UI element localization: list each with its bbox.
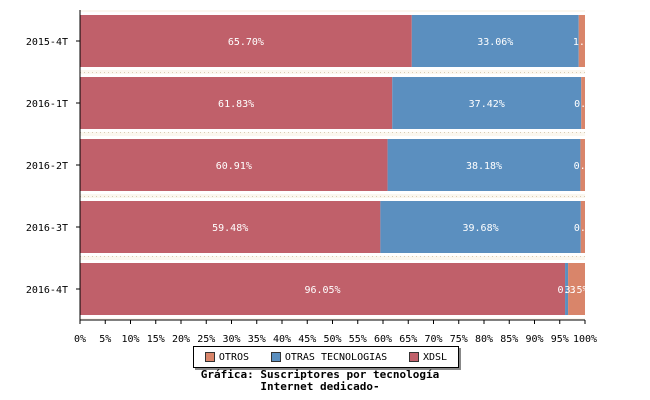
- x-tick-label: 80%: [475, 334, 493, 345]
- data-label: 1.2: [573, 37, 591, 48]
- bar-segment-xdsl: [80, 15, 412, 67]
- chart-caption-line2: Internet dedicado-: [260, 380, 380, 393]
- x-tick-label: 70%: [424, 334, 442, 345]
- x-tick-label: 35%: [248, 334, 266, 345]
- bar-segment-otras-tecnologias: [387, 139, 581, 191]
- x-tick-label: 60%: [374, 334, 392, 345]
- bar-segment-otras-tecnologias: [411, 15, 579, 67]
- data-label: 60.91%: [216, 161, 252, 172]
- bar-segment-otros: [568, 263, 585, 315]
- bar-segment-otros: [580, 201, 585, 253]
- bar-segment-xdsl: [80, 263, 566, 315]
- legend-swatch: [409, 352, 419, 362]
- data-label: 33.06%: [477, 37, 513, 48]
- data-label: 39.68%: [463, 223, 499, 234]
- category-label: 2016-3T: [26, 223, 68, 234]
- legend-item: OTRAS TECNOLOGIAS: [270, 351, 388, 363]
- legend-item: XDSL: [409, 352, 447, 363]
- chart-caption-line1: Gráfica: Suscriptores por tecnología: [200, 368, 440, 381]
- category-label: 2016-2T: [26, 161, 68, 172]
- bar-segment-xdsl: [80, 77, 393, 129]
- bar-segment-xdsl: [80, 201, 381, 253]
- data-label: 0.9: [574, 161, 592, 172]
- legend-label: OTRAS TECNOLOGIAS: [284, 351, 388, 363]
- data-label: 65.70%: [228, 37, 264, 48]
- x-tick-label: 45%: [298, 334, 316, 345]
- data-label: 0.3: [558, 285, 576, 296]
- x-tick-label: 15%: [147, 334, 165, 345]
- legend-item: OTROS: [204, 351, 250, 363]
- data-label: 0.8: [574, 223, 592, 234]
- x-tick-label: 25%: [197, 334, 215, 345]
- data-label: 96.05%: [304, 285, 340, 296]
- bar-segment-otros: [581, 77, 585, 129]
- bar-segment-otros: [580, 139, 585, 191]
- chart-legend: OTROS OTRAS TECNOLOGIAS XDSL: [193, 346, 459, 368]
- data-label: 59.48%: [212, 223, 248, 234]
- data-label: 38.18%: [466, 161, 502, 172]
- category-label: 2016-4T: [26, 285, 68, 296]
- bar-segment-otras-tecnologias: [392, 77, 582, 129]
- bar-segment-otras-tecnologias: [565, 263, 569, 315]
- bar-segment-xdsl: [80, 139, 388, 191]
- x-tick-label: 30%: [222, 334, 240, 345]
- x-tick-label: 95%: [551, 334, 569, 345]
- x-tick-label: 5%: [99, 334, 111, 345]
- x-tick-label: 10%: [121, 334, 139, 345]
- legend-swatch: [270, 352, 281, 362]
- x-tick-label: 0%: [74, 334, 86, 345]
- data-label: 3.5%: [564, 285, 588, 296]
- bar-segment-otros: [578, 15, 585, 67]
- data-label: 37.42%: [469, 99, 505, 110]
- legend-label: OTROS: [218, 351, 250, 363]
- x-tick-label: 55%: [349, 334, 367, 345]
- category-label: 2016-1T: [26, 99, 68, 110]
- x-tick-label: 100%: [573, 334, 597, 345]
- x-tick-label: 85%: [500, 334, 518, 345]
- x-tick-label: 40%: [273, 334, 291, 345]
- legend-label: XDSL: [423, 351, 448, 363]
- x-tick-label: 50%: [323, 334, 341, 345]
- x-tick-label: 75%: [450, 334, 468, 345]
- x-tick-label: 65%: [399, 334, 417, 345]
- category-label: 2015-4T: [26, 37, 68, 48]
- data-label: 61.83%: [218, 99, 254, 110]
- x-tick-label: 20%: [172, 334, 190, 345]
- legend-swatch: [204, 352, 215, 362]
- data-label: 0.7: [574, 99, 592, 110]
- bar-segment-otras-tecnologias: [380, 201, 581, 253]
- x-tick-label: 90%: [525, 334, 543, 345]
